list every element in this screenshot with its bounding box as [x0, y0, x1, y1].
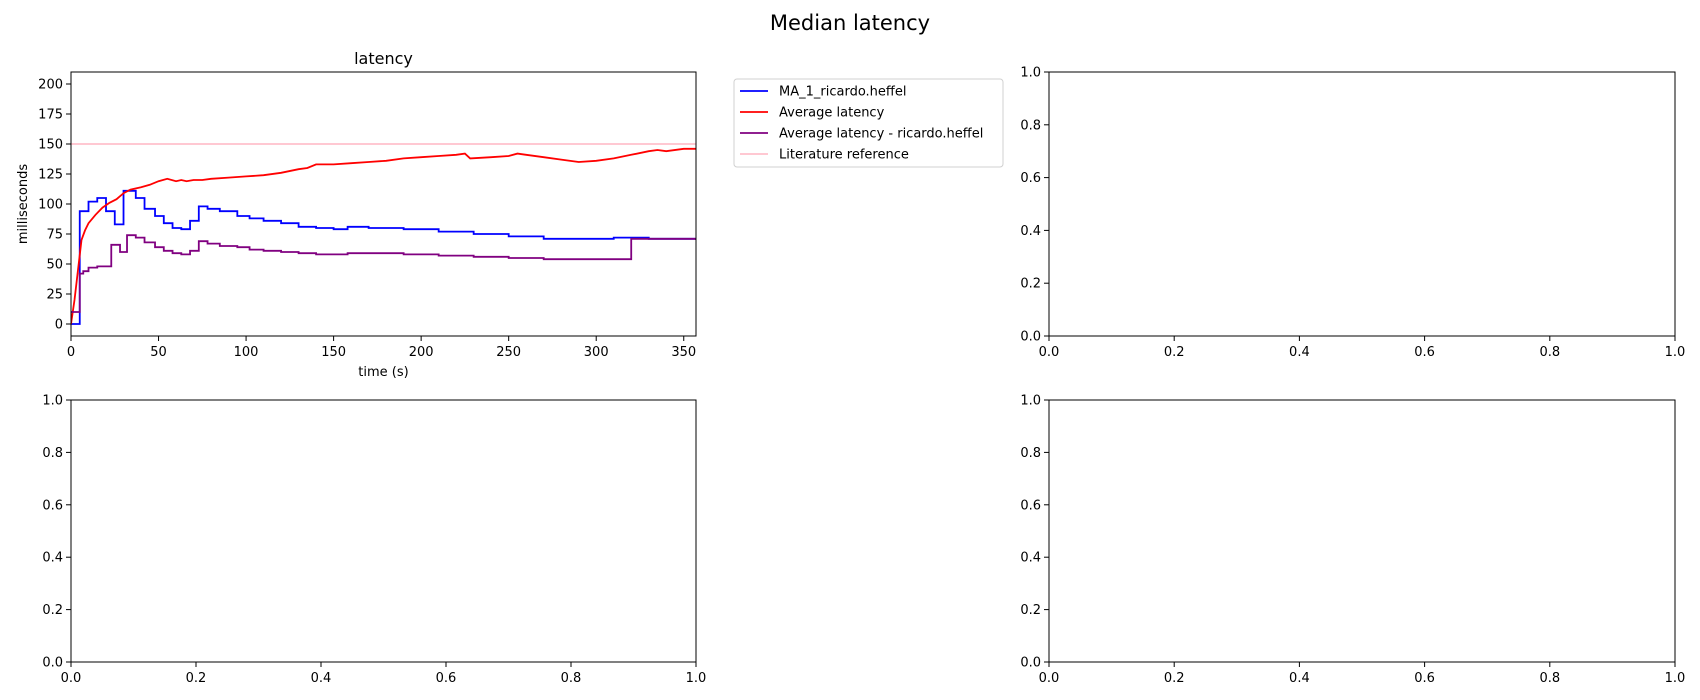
y-tick-label: 0.2 — [1020, 277, 1041, 292]
x-tick-label: 0.4 — [1289, 671, 1310, 686]
x-tick-label: 0.8 — [1539, 671, 1560, 686]
y-axis-label: milliseconds — [16, 164, 31, 244]
y-tick-label: 0.2 — [1020, 603, 1041, 618]
panel-top-right: 0.0 0.2 0.4 0.6 0.8 1.0 0.0 0.2 0.4 0.6 0.8 1.0 — [1020, 66, 1685, 361]
axes-title: latency — [354, 49, 413, 68]
y-tick-label: 0.8 — [1020, 118, 1041, 133]
y-tick-label: 100 — [38, 198, 63, 213]
y-tick-label: 25 — [46, 288, 63, 303]
figure-suptitle: Median latency — [770, 11, 930, 35]
panel-bottom-left: 0.0 0.2 0.4 0.6 0.8 1.0 0.0 0.2 0.4 0.6 0.8 1.0 — [42, 394, 706, 687]
x-tick-label: 300 — [584, 345, 609, 360]
x-axis-label: time (s) — [358, 365, 408, 380]
x-tick-label: 1.0 — [1665, 345, 1686, 360]
y-tick-label: 0.0 — [1020, 656, 1041, 671]
panels: 0 50 100 150 200 250 300 350 0 25 50 75 100 125 150 175… — [16, 49, 1685, 686]
x-tick-label: 350 — [671, 345, 696, 360]
y-tick-label: 0.4 — [1020, 224, 1041, 239]
x-tick-label: 0.0 — [1039, 345, 1060, 360]
y-tick-label: 150 — [38, 138, 63, 153]
y-tick-label: 0.6 — [42, 498, 63, 513]
axes-frame — [1048, 71, 1676, 337]
x-tick-label: 0 — [67, 345, 75, 360]
y-tick-label: 0.8 — [42, 446, 63, 461]
y-tick-label: 75 — [46, 228, 63, 243]
axes-frame — [70, 71, 697, 337]
series-line-0 — [71, 189, 696, 325]
x-tick-label: 0.2 — [1164, 345, 1185, 360]
y-tick-label: 0.8 — [1020, 446, 1041, 461]
y-tick-label: 175 — [38, 108, 63, 123]
legend-label: MA_1_ricardo.heffel — [779, 85, 906, 100]
x-tick-label: 50 — [150, 345, 167, 360]
legend-label: Literature reference — [779, 148, 909, 163]
series-line-1 — [71, 147, 696, 325]
legend-box — [733, 78, 1004, 168]
y-tick-label: 0.2 — [42, 603, 63, 618]
y-tick-label: 0.0 — [1020, 330, 1041, 345]
panel-bottom-right: 0.0 0.2 0.4 0.6 0.8 1.0 0.0 0.2 0.4 0.6 0.8 1.0 — [1020, 394, 1685, 687]
x-tick-label: 250 — [496, 345, 521, 360]
y-tick-label: 200 — [38, 78, 63, 93]
y-tick-label: 0.4 — [42, 551, 63, 566]
x-tick-label: 1.0 — [1665, 671, 1686, 686]
legend-label: Average latency — [779, 106, 885, 121]
y-tick-label: 0 — [55, 318, 63, 333]
x-tick-label: 0.2 — [1164, 671, 1185, 686]
x-tick-label: 0.6 — [436, 671, 457, 686]
y-tick-label: 1.0 — [1020, 394, 1041, 409]
x-tick-label: 100 — [234, 345, 259, 360]
panel-top-left: 0 50 100 150 200 250 300 350 0 25 50 75 100 125 150 175… — [16, 49, 1004, 380]
y-tick-label: 125 — [38, 168, 63, 183]
x-tick-label: 0.6 — [1414, 671, 1435, 686]
x-tick-label: 0.2 — [186, 671, 207, 686]
y-tick-label: 1.0 — [1020, 66, 1041, 81]
x-tick-label: 200 — [409, 345, 434, 360]
x-tick-label: 0.0 — [61, 671, 82, 686]
x-tick-label: 150 — [321, 345, 346, 360]
x-tick-label: 0.8 — [1539, 345, 1560, 360]
legend: MA_1_ricardo.heffel Average latency Averag… — [733, 78, 1004, 168]
x-tick-label: 0.6 — [1414, 345, 1435, 360]
x-tick-label: 0.4 — [311, 671, 332, 686]
y-tick-label: 1.0 — [42, 394, 63, 409]
y-tick-label: 0.0 — [42, 656, 63, 671]
x-tick-label: 0.8 — [561, 671, 582, 686]
y-tick-label: 0.6 — [1020, 498, 1041, 513]
axes-frame — [1048, 399, 1676, 663]
axes-frame — [70, 399, 697, 663]
y-tick-label: 0.4 — [1020, 551, 1041, 566]
x-tick-label: 1.0 — [686, 671, 707, 686]
y-tick-label: 0.6 — [1020, 171, 1041, 186]
y-tick-label: 50 — [46, 258, 63, 273]
x-tick-label: 0.4 — [1289, 345, 1310, 360]
x-tick-label: 0.0 — [1039, 671, 1060, 686]
legend-label: Average latency - ricardo.heffel — [779, 127, 983, 142]
series-line-2 — [71, 234, 696, 313]
